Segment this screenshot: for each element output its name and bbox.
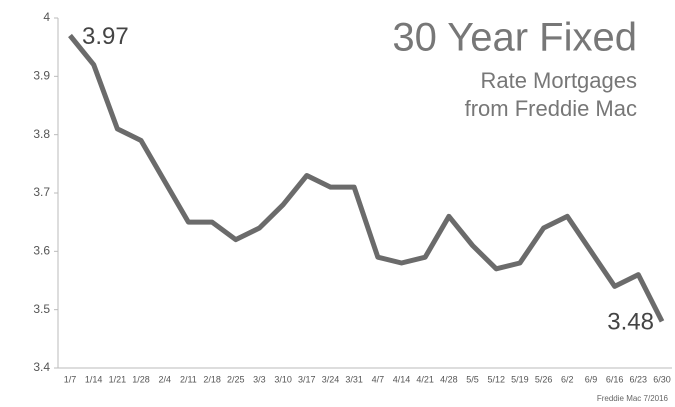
chart-subtitle: Rate Mortgages — [480, 68, 637, 93]
x-tick-label: 5/12 — [487, 374, 505, 384]
x-tick-label: 6/9 — [585, 374, 598, 384]
data-label: 3.97 — [82, 23, 129, 50]
x-tick-label: 4/7 — [372, 374, 385, 384]
x-tick-label: 6/23 — [630, 374, 648, 384]
x-tick-label: 5/26 — [535, 374, 553, 384]
x-tick-label: 6/16 — [606, 374, 624, 384]
x-tick-label: 1/7 — [64, 374, 77, 384]
y-tick-label: 3.8 — [33, 127, 50, 141]
y-tick-label: 3.7 — [33, 185, 50, 199]
data-label: 3.48 — [607, 309, 654, 336]
x-tick-label: 2/25 — [227, 374, 245, 384]
x-tick-label: 4/14 — [393, 374, 411, 384]
x-tick-label: 3/3 — [253, 374, 266, 384]
x-tick-label: 6/2 — [561, 374, 574, 384]
y-tick-label: 3.9 — [33, 69, 50, 83]
x-tick-label: 1/21 — [109, 374, 127, 384]
line-series — [68, 33, 665, 323]
x-tick-label: 3/24 — [322, 374, 340, 384]
x-tick-label: 5/5 — [466, 374, 479, 384]
x-tick-label: 2/4 — [158, 374, 171, 384]
x-tick-label: 4/28 — [440, 374, 458, 384]
x-tick-label: 1/28 — [132, 374, 150, 384]
y-tick-label: 3.5 — [33, 302, 50, 316]
x-tick-label: 5/19 — [511, 374, 529, 384]
y-tick-label: 3.4 — [33, 360, 50, 374]
y-tick-label: 3.6 — [33, 244, 50, 258]
source-note: Freddie Mac 7/2016 — [597, 394, 669, 403]
x-tick-label: 3/31 — [345, 374, 363, 384]
y-tick-label: 4 — [43, 10, 50, 24]
x-tick-label: 4/21 — [416, 374, 434, 384]
x-tick-label: 2/11 — [180, 374, 197, 384]
chart-title: 30 Year Fixed — [392, 16, 637, 60]
x-tick-label: 6/30 — [653, 374, 671, 384]
x-tick-label: 2/18 — [203, 374, 221, 384]
x-tick-label: 3/10 — [274, 374, 292, 384]
x-tick-label: 1/14 — [85, 374, 103, 384]
chart-subtitle: from Freddie Mac — [465, 96, 637, 121]
x-tick-label: 3/17 — [298, 374, 316, 384]
